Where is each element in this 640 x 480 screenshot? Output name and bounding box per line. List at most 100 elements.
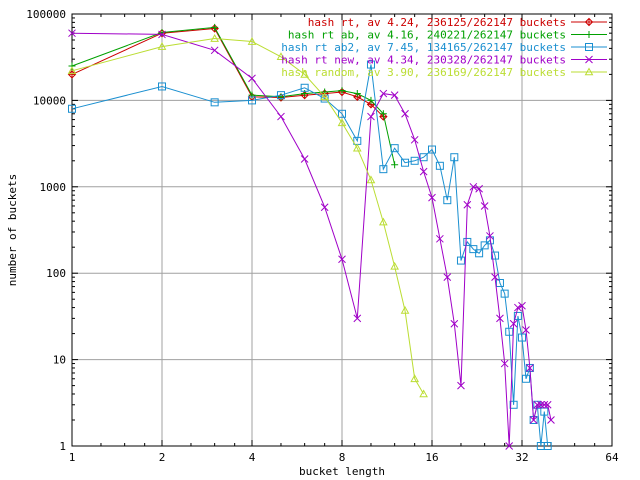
series-4 bbox=[67, 34, 428, 398]
data-point bbox=[390, 91, 399, 100]
y-tick-label: 10000 bbox=[33, 94, 66, 107]
axis-ticks: 1 2 4 8 16 32 64 1 10 100 1000 10000 100000 bbox=[26, 8, 619, 464]
data-point bbox=[391, 161, 399, 169]
series-layer bbox=[67, 23, 555, 450]
x-tick-label: 4 bbox=[249, 451, 256, 464]
data-point bbox=[419, 389, 428, 398]
data-point bbox=[320, 203, 329, 212]
data-point bbox=[277, 112, 285, 121]
data-point bbox=[500, 289, 509, 298]
data-point bbox=[543, 442, 552, 450]
data-point bbox=[379, 110, 387, 118]
data-point bbox=[475, 249, 484, 258]
data-point bbox=[390, 261, 399, 270]
y-tick-label: 1000 bbox=[40, 181, 67, 194]
data-point bbox=[248, 74, 256, 83]
data-point bbox=[443, 196, 452, 205]
data-point bbox=[248, 96, 256, 105]
legend: hash rt, av 4.24, 236125/262147 bucketsh… bbox=[281, 16, 607, 79]
data-point bbox=[320, 94, 329, 103]
data-point bbox=[543, 400, 552, 409]
data-point bbox=[513, 311, 522, 320]
data-point bbox=[401, 158, 410, 167]
y-tick-label: 10 bbox=[53, 354, 66, 367]
data-point bbox=[526, 364, 534, 372]
data-point bbox=[367, 96, 375, 104]
data-point bbox=[521, 374, 530, 383]
data-point bbox=[352, 143, 362, 152]
data-point bbox=[505, 442, 514, 450]
data-point bbox=[410, 374, 420, 383]
data-point bbox=[158, 30, 166, 39]
legend-swatch-marker bbox=[585, 43, 593, 51]
data-point bbox=[210, 46, 219, 55]
data-point bbox=[248, 91, 256, 99]
data-point bbox=[456, 256, 465, 265]
x-tick-label: 2 bbox=[159, 451, 166, 464]
data-point bbox=[300, 83, 309, 92]
data-point bbox=[401, 109, 409, 118]
y-tick-label: 100 bbox=[46, 267, 66, 280]
data-point bbox=[495, 279, 504, 288]
data-point bbox=[67, 66, 77, 75]
legend-label-2: hash rt ab2, av 7.45, 134165/262147 buck… bbox=[281, 41, 566, 54]
data-point bbox=[475, 184, 483, 193]
data-point bbox=[514, 303, 522, 312]
data-point bbox=[300, 69, 309, 78]
data-point bbox=[300, 155, 309, 163]
data-point bbox=[320, 92, 330, 101]
data-point bbox=[276, 91, 285, 100]
legend-label-4: hash random, av 3.90, 236169/262147 buck… bbox=[281, 66, 566, 79]
data-point bbox=[353, 90, 361, 98]
data-point bbox=[486, 232, 494, 240]
legend-swatch-marker bbox=[585, 55, 593, 64]
data-point bbox=[436, 234, 444, 243]
data-point bbox=[522, 326, 530, 334]
data-point bbox=[505, 327, 514, 336]
data-point bbox=[428, 145, 436, 154]
data-point bbox=[536, 400, 545, 409]
series-line bbox=[71, 64, 549, 447]
data-point bbox=[210, 98, 219, 107]
data-point bbox=[480, 202, 489, 210]
data-point bbox=[450, 319, 459, 328]
data-point bbox=[463, 200, 472, 209]
data-point bbox=[540, 400, 549, 409]
data-point bbox=[68, 62, 76, 70]
legend-swatch-marker bbox=[584, 17, 594, 27]
data-point bbox=[509, 319, 518, 328]
data-point bbox=[338, 109, 346, 118]
data-point bbox=[367, 112, 375, 121]
data-point bbox=[338, 255, 346, 264]
legend-label-3: hash rt new, av 4.34, 230328/262147 buck… bbox=[281, 54, 566, 67]
x-tick-label: 32 bbox=[515, 451, 528, 464]
data-point bbox=[379, 165, 388, 174]
series-line bbox=[71, 37, 425, 395]
legend-label-1: hash rt ab, av 4.16, 240221/262147 bucke… bbox=[288, 29, 566, 42]
data-point bbox=[457, 381, 465, 390]
legend-swatch-marker bbox=[584, 67, 594, 76]
data-point bbox=[496, 314, 504, 323]
data-point bbox=[435, 161, 444, 170]
data-point bbox=[518, 301, 526, 310]
legend-label-0: hash rt, av 4.24, 236125/262147 buckets bbox=[308, 16, 566, 29]
data-point bbox=[547, 416, 555, 424]
data-point bbox=[428, 193, 436, 202]
data-point bbox=[247, 37, 257, 45]
data-point bbox=[337, 118, 347, 127]
data-point bbox=[410, 135, 419, 144]
data-point bbox=[210, 34, 219, 42]
data-point bbox=[321, 88, 329, 96]
grid bbox=[72, 14, 612, 446]
data-point bbox=[211, 23, 219, 31]
data-point bbox=[518, 333, 526, 342]
data-point bbox=[400, 305, 410, 314]
data-point bbox=[533, 400, 542, 409]
data-point bbox=[390, 144, 399, 153]
x-tick-label: 8 bbox=[339, 451, 346, 464]
y-tick-label: 1 bbox=[59, 440, 66, 453]
data-point bbox=[529, 416, 538, 424]
data-point bbox=[491, 251, 500, 260]
